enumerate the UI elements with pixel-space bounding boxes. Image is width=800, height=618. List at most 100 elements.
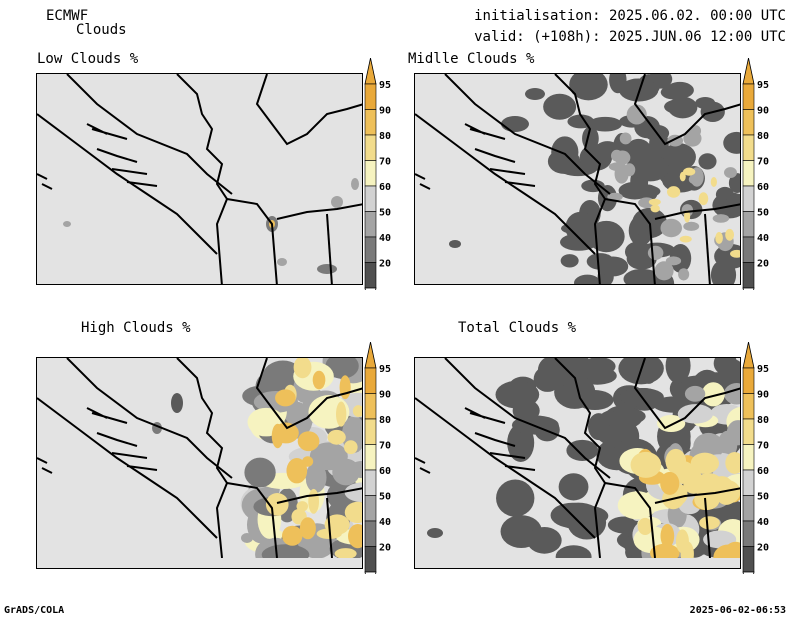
colorbar-segment xyxy=(742,367,755,394)
colorbar-tick-label: 90 xyxy=(757,106,769,117)
map-border-line xyxy=(276,487,362,504)
colorbar-segment xyxy=(742,134,755,161)
colorbar-tick-label: 50 xyxy=(379,492,391,503)
cloud-cover-area xyxy=(725,193,740,213)
map-border-line xyxy=(474,432,516,447)
cloud-cover-area xyxy=(588,116,623,132)
cloud-cover-area xyxy=(305,462,327,493)
colorbar-segment xyxy=(742,109,755,136)
cloud-cover-area xyxy=(647,245,664,260)
colorbar-segment xyxy=(742,160,755,187)
cloud-cover-area xyxy=(63,221,71,227)
colorbar-segment xyxy=(364,160,377,187)
cloud-cover-area xyxy=(683,221,700,231)
colorbar-bottom-left: 95 90 80 70 60 50 40 20 xyxy=(364,342,391,574)
colorbar-tick-label: 90 xyxy=(757,390,769,401)
cloud-cover-area xyxy=(665,358,691,384)
map-graphic-total xyxy=(415,358,740,558)
colorbar-segment xyxy=(742,185,755,212)
cloud-cover-area xyxy=(660,471,680,495)
cloud-cover-area xyxy=(698,192,709,206)
colorbar-segment xyxy=(364,469,377,496)
cloud-cover-area xyxy=(624,163,636,177)
cloud-cover-area xyxy=(617,491,657,520)
colorbar-tick-label: 50 xyxy=(379,208,391,219)
cloud-cover-area xyxy=(723,131,740,154)
colorbar-tick-label: 40 xyxy=(379,233,391,244)
cloud-cover-area xyxy=(286,458,308,484)
cloud-cover-area xyxy=(609,408,646,425)
map-border-line xyxy=(255,358,362,430)
map-border-line xyxy=(96,432,138,447)
map-border-line xyxy=(654,203,740,220)
cloud-cover-area xyxy=(667,186,681,198)
cloud-cover-area xyxy=(699,516,720,530)
map-border-line xyxy=(415,173,431,190)
map-border-line xyxy=(66,74,233,195)
map-border-line xyxy=(464,407,506,424)
colorbar-tick-label: 20 xyxy=(757,543,769,554)
colorbar-segment xyxy=(364,546,377,573)
cloud-cover-area xyxy=(649,543,680,558)
cloud-cover-area xyxy=(597,256,629,277)
cloud-cover-area xyxy=(660,218,682,238)
map-border-line xyxy=(604,482,656,558)
map-border-line xyxy=(489,168,536,187)
map-border-line xyxy=(255,74,362,146)
colorbar-tick-label: 40 xyxy=(379,517,391,528)
cloud-cover-area xyxy=(650,204,660,213)
colorbar-segment xyxy=(742,393,755,420)
colorbar-segment xyxy=(364,83,377,110)
map-border-line xyxy=(554,74,607,284)
cloud-cover-area xyxy=(726,420,740,446)
colorbar-tick-label: 95 xyxy=(379,80,391,91)
cloud-cover-area xyxy=(723,383,740,405)
cloud-cover-area xyxy=(449,240,461,248)
colorbar-segment xyxy=(364,444,377,471)
colorbar-tick-label: 70 xyxy=(379,441,391,452)
panel-title-high: High Clouds % xyxy=(81,320,191,336)
cloud-cover-area xyxy=(664,98,697,115)
colorbar-tick-label: 95 xyxy=(757,364,769,375)
panel-title-low: Low Clouds % xyxy=(37,51,139,67)
cloud-cover-area xyxy=(339,375,351,400)
cloud-cover-area xyxy=(665,256,682,266)
cloud-cover-area xyxy=(331,196,343,208)
cloud-cover-area xyxy=(334,548,357,558)
cloud-cover-area xyxy=(525,88,545,100)
cloud-cover-area xyxy=(679,235,692,243)
colorbar-segment xyxy=(364,495,377,522)
colorbar-segment xyxy=(742,520,755,547)
colorbar-tick-label: 90 xyxy=(379,106,391,117)
colorbar-segment xyxy=(364,109,377,136)
footer-timestamp: 2025-06-02-06:53 xyxy=(689,605,786,616)
cloud-cover-area xyxy=(261,544,310,558)
map-border-line xyxy=(633,74,740,146)
cloud-cover-area xyxy=(296,501,309,512)
map-border-line xyxy=(37,113,218,255)
map-border-line xyxy=(226,482,278,558)
cloud-cover-area xyxy=(324,514,350,535)
cloud-cover-area xyxy=(712,214,730,223)
cloud-cover-area xyxy=(710,177,717,187)
cloud-cover-area xyxy=(302,456,314,467)
valid-time: valid: (+108h): 2025.JUN.06 12:00 UTC xyxy=(474,29,786,45)
cloud-cover-area xyxy=(684,210,691,223)
colorbar-segment xyxy=(364,393,377,420)
cloud-cover-area xyxy=(607,192,623,201)
cloud-cover-area xyxy=(273,422,299,444)
colorbar-tick-label: 20 xyxy=(757,259,769,270)
colorbar-tick-label: 95 xyxy=(379,364,391,375)
cloud-cover-area xyxy=(728,173,740,193)
colorbar-segment xyxy=(742,418,755,445)
colorbar-min-arrow xyxy=(742,287,755,290)
cloud-cover-area xyxy=(730,249,740,258)
colorbar-segment xyxy=(364,262,377,289)
cloud-cover-area xyxy=(241,533,253,543)
colorbar-segment xyxy=(742,236,755,263)
map-border-line xyxy=(226,198,278,284)
cloud-cover-area xyxy=(558,473,589,501)
colorbar-tick-label: 40 xyxy=(757,517,769,528)
cloud-cover-area xyxy=(574,274,601,284)
map-border-line xyxy=(474,148,516,163)
